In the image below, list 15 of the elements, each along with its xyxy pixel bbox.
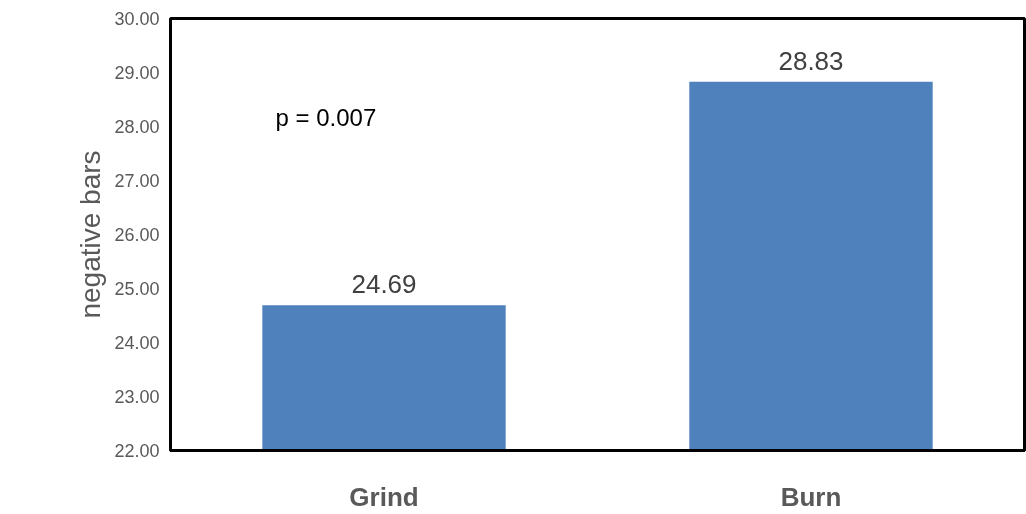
annotation: p = 0.007 — [275, 103, 377, 131]
y-tick-label: 23.00 — [114, 387, 160, 407]
y-tick-label: 25.00 — [114, 279, 160, 299]
data-label: 24.69 — [351, 269, 417, 300]
y-tick-label: 26.00 — [114, 225, 160, 245]
y-axis-title: negative bars — [75, 150, 107, 319]
y-tick-label: 22.00 — [114, 441, 160, 461]
x-tick-label: Grind — [349, 481, 419, 512]
y-tick-label: 30.00 — [114, 9, 160, 29]
y-tick-label: 29.00 — [114, 63, 160, 83]
data-label: 28.83 — [778, 45, 844, 76]
y-tick-label: 24.00 — [114, 333, 160, 353]
x-tick-label: Burn — [780, 481, 842, 512]
y-tick-label: 28.00 — [114, 117, 160, 137]
y-tick-label: 27.00 — [114, 171, 160, 191]
